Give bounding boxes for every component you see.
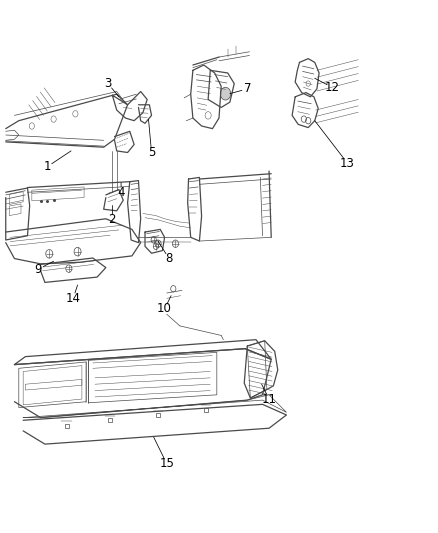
Text: 8: 8 [165, 252, 173, 265]
Text: 13: 13 [340, 157, 355, 169]
Text: 1: 1 [43, 160, 51, 173]
Text: 10: 10 [157, 302, 172, 316]
Text: 5: 5 [148, 146, 155, 159]
Text: 2: 2 [109, 213, 116, 227]
Text: 3: 3 [104, 77, 112, 90]
Text: 7: 7 [244, 83, 251, 95]
Circle shape [220, 87, 231, 100]
Text: 11: 11 [261, 393, 276, 406]
Text: 14: 14 [66, 292, 81, 305]
Text: 4: 4 [117, 186, 125, 199]
Text: 12: 12 [325, 81, 339, 94]
Text: 15: 15 [159, 457, 174, 470]
Text: 9: 9 [35, 263, 42, 276]
